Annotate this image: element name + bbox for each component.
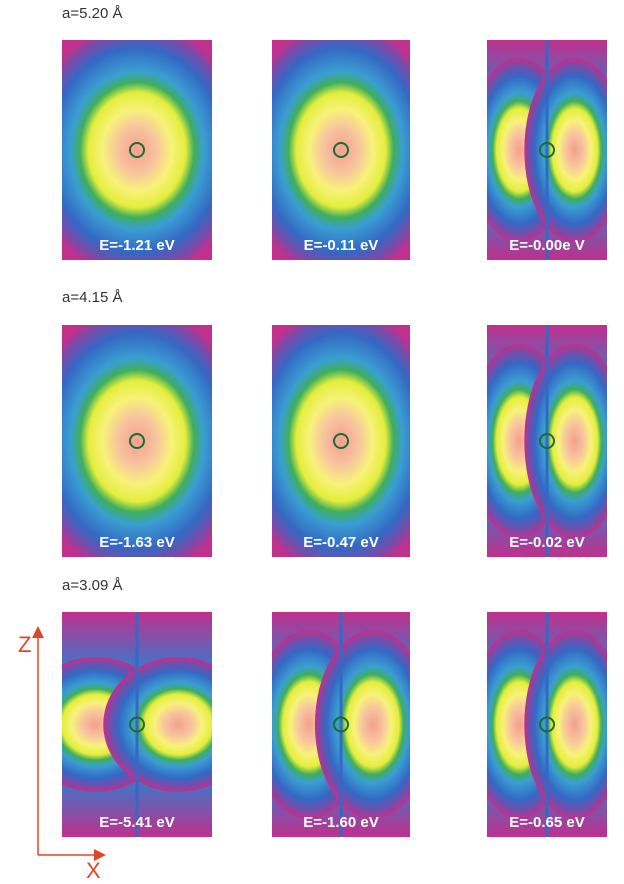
panel-label: E=-5.41 eV [99, 814, 174, 831]
figure: Z X a=5.20 Å E=-1.21 eV E=-0.11 eV E=-0.00e… [0, 0, 624, 884]
panel [469, 40, 624, 260]
panel-label: E=-1.63 eV [99, 534, 174, 551]
x-label: X [86, 858, 101, 883]
row-label: a=4.15 Å [62, 289, 122, 306]
z-label: Z [18, 632, 31, 657]
panel [21, 612, 254, 837]
panel-label: E=-1.21 eV [99, 237, 174, 254]
panel-label: E=-1.60 eV [303, 814, 378, 831]
panel-label: E=-0.47 eV [303, 534, 378, 551]
panel-label: E=-0.11 eV [304, 237, 379, 254]
panel-label: E=-0.65 eV [509, 814, 584, 831]
panel-label: E=-0.00e V [509, 237, 584, 254]
lobe [315, 630, 431, 819]
row-label: a=3.09 Å [62, 577, 122, 594]
row-label: a=5.20 Å [62, 5, 122, 22]
panel-label: E=-0.02 eV [509, 534, 584, 551]
panel [251, 612, 431, 837]
panel [469, 612, 624, 837]
lobe [103, 657, 253, 792]
panel [469, 325, 624, 557]
